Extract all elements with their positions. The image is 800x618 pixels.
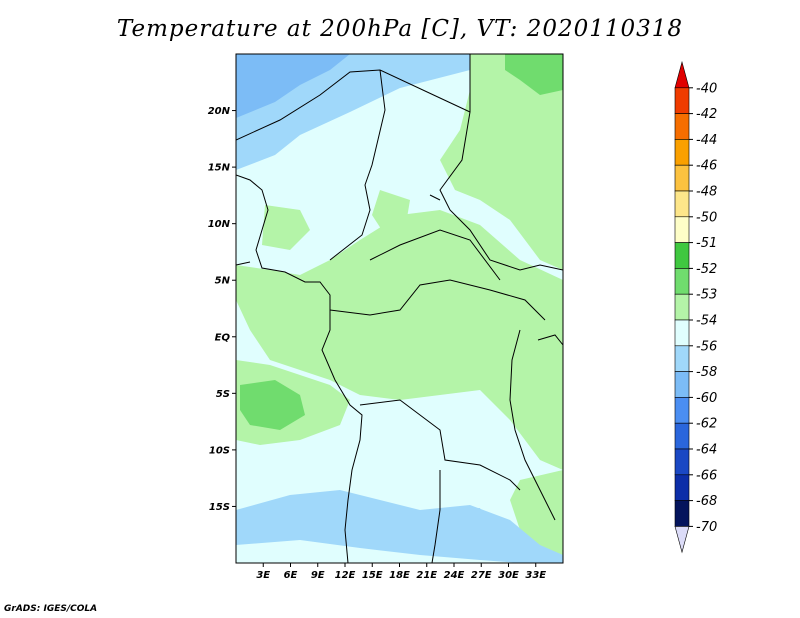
lon-tick-label: 9E <box>311 570 325 581</box>
colorbar-label: -60 <box>696 391 717 406</box>
field-green-central <box>236 210 563 470</box>
small-border <box>429 194 441 201</box>
colorbar-label: -52 <box>696 262 717 277</box>
congo-border <box>329 279 546 321</box>
colorbar-label: -62 <box>696 417 717 432</box>
lat-tick-label: 5N <box>215 276 231 287</box>
lat-tick-label: 20N <box>208 106 231 117</box>
colorbar-label: -40 <box>696 81 717 96</box>
colorbar-swatch <box>674 422 690 450</box>
lat-tick-label: 5S <box>216 389 230 400</box>
colorbar-label: -64 <box>696 443 717 458</box>
temperature-field <box>236 54 563 563</box>
lat-tick-label: 15N <box>208 163 231 174</box>
field-green-ne-dark <box>505 54 563 95</box>
colorbar-swatch <box>674 87 690 114</box>
country-borders <box>236 54 563 563</box>
east-lakes <box>509 329 556 521</box>
colorbar-label: -42 <box>696 107 717 122</box>
colorbar-swatch <box>674 242 690 269</box>
colorbar-swatch <box>674 500 690 527</box>
lon-tick-label: 6E <box>284 570 298 581</box>
west-coastline <box>236 174 363 563</box>
colorbar-label: -70 <box>696 520 717 535</box>
colorbar-swatch <box>674 190 690 218</box>
colorbar-swatch <box>674 448 690 476</box>
colorbar-label: -48 <box>696 185 717 200</box>
colorbar-label: -58 <box>696 365 717 380</box>
colorbar-label: -54 <box>696 314 717 329</box>
colorbar-label: -66 <box>696 468 717 483</box>
credit-text: GrADS: IGES/COLA <box>4 604 98 614</box>
map-title: Temperature at 200hPa [C], VT: 202011031… <box>116 16 684 42</box>
lon-tick-label: 30E <box>498 570 519 581</box>
colorbar-label: -46 <box>696 159 717 174</box>
field-green-ne <box>440 54 563 270</box>
longitude-ticks: 3E 6E 9E 12E 15E 18E 21E 24E 27E 30E 33E <box>256 563 546 581</box>
colorbar-swatch <box>674 216 690 243</box>
colorbar-swatch <box>674 371 690 398</box>
lat-tick-label: 10S <box>209 445 230 456</box>
lon-tick-label: 24E <box>444 570 465 581</box>
lon-tick-label: 3E <box>256 570 270 581</box>
colorbar-label: -44 <box>696 133 717 148</box>
colorbar-swatch <box>674 345 690 372</box>
lon-tick-label: 33E <box>525 570 546 581</box>
colorbar-label: -68 <box>696 494 717 509</box>
colorbar-swatch <box>674 293 690 321</box>
field-green-west-dark <box>240 380 305 430</box>
colorbar-label: -53 <box>696 288 717 303</box>
lon-tick-label: 27E <box>471 570 492 581</box>
latitude-ticks: 20N 15N 10N 5N EQ 5S 10S 15S <box>208 106 236 513</box>
lat-tick-label: EQ <box>215 332 231 343</box>
lon-tick-label: 12E <box>335 570 356 581</box>
colorbar: -40 -42 -44 -46 -48 -50 -51 -52 -53 -54 -56 -58 -60 -… <box>674 60 717 554</box>
field-blue-nw-dark <box>236 54 350 118</box>
colorbar-swatch <box>674 474 690 501</box>
coast-segment <box>236 261 251 266</box>
lon-tick-label: 15E <box>362 570 383 581</box>
field-green-patch-2 <box>372 190 410 235</box>
uganda-border <box>537 334 563 346</box>
field-cyan-south-edge <box>236 540 520 563</box>
colorbar-swatch <box>674 164 690 192</box>
field-blue-patch <box>440 508 490 540</box>
lon-tick-label: 18E <box>389 570 410 581</box>
field-green-patch <box>262 205 310 250</box>
field-green-se <box>510 470 563 563</box>
sudan-border <box>439 54 563 271</box>
car-border <box>369 229 501 281</box>
lat-tick-label: 10N <box>208 219 231 230</box>
lat-tick-label: 15S <box>209 502 230 513</box>
colorbar-label: -50 <box>696 210 717 225</box>
angola-zambia-border <box>431 470 441 563</box>
colorbar-swatch <box>674 139 690 166</box>
colorbar-bottom-arrow <box>674 526 690 554</box>
angola-border <box>359 399 521 491</box>
colorbar-swatch <box>674 397 690 424</box>
colorbar-swatch <box>674 268 690 295</box>
colorbar-label: -51 <box>696 236 717 251</box>
chad-niger-border <box>329 69 386 261</box>
colorbar-top-arrow <box>674 60 690 89</box>
colorbar-swatch <box>674 319 690 347</box>
northern-border <box>236 69 471 141</box>
lon-tick-label: 21E <box>416 570 437 581</box>
colorbar-swatch <box>674 113 690 140</box>
colorbar-label: -56 <box>696 339 717 354</box>
